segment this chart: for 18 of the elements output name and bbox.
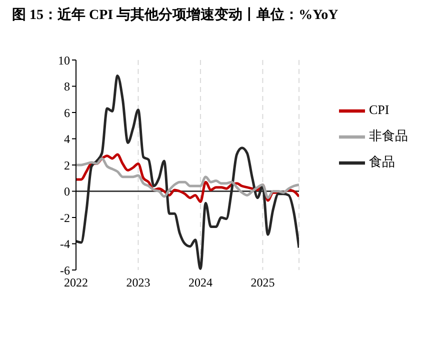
line-series — [76, 74, 299, 270]
chart-title: 图 15：近年 CPI 与其他分项增速变动丨单位：%YoY — [12, 6, 338, 24]
x-tick-label: 2023 — [126, 276, 150, 290]
x-tick-label: 2022 — [64, 276, 88, 290]
x-tick-label: 2025 — [250, 276, 275, 290]
y-tick-label: 10 — [58, 53, 70, 68]
y-tick-label: -2 — [60, 210, 70, 225]
y-tick-label: 8 — [64, 80, 70, 94]
y-tick-label: 6 — [64, 106, 70, 120]
y-tick-label: -6 — [60, 263, 70, 278]
x-tick-label: 2024 — [188, 276, 212, 290]
legend-label: 非食品 — [369, 128, 408, 143]
y-tick-label: 0 — [64, 184, 70, 199]
y-tick-label: -4 — [60, 237, 70, 252]
y-tick-label: 2 — [64, 158, 70, 172]
y-tick-label: 4 — [64, 132, 70, 146]
legend-label: 食品 — [369, 154, 395, 169]
legend-label: CPI — [369, 102, 390, 117]
